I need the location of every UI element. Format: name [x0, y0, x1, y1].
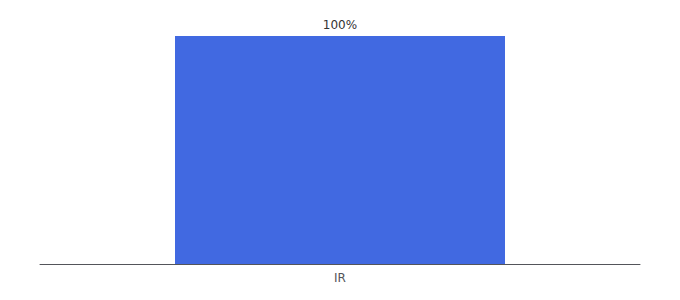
svg-text:IR: IR	[334, 271, 346, 285]
svg-text:100%: 100%	[323, 18, 357, 32]
